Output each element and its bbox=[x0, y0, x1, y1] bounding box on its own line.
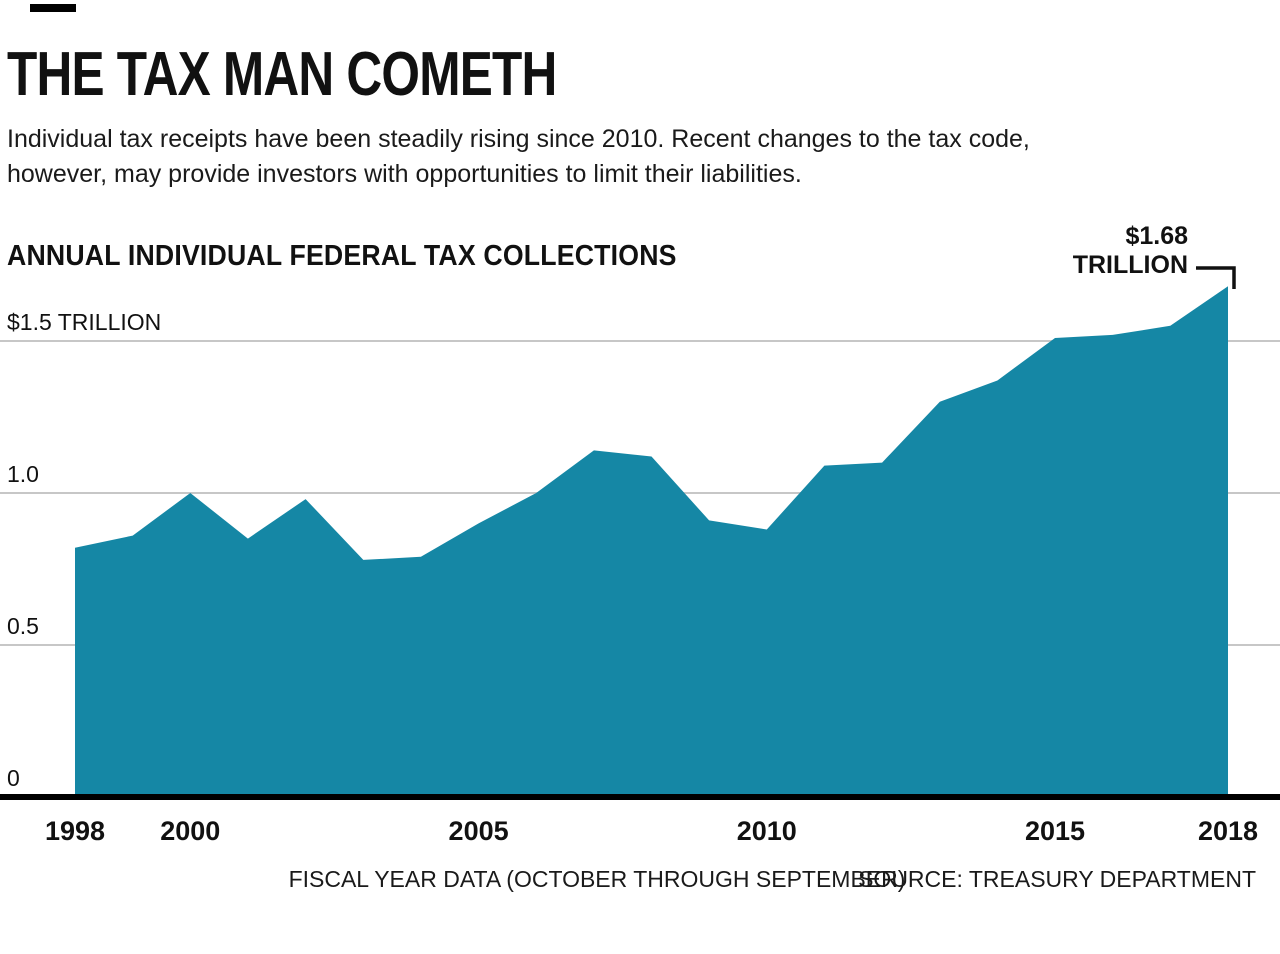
page-subtitle: Individual tax receipts have been steadi… bbox=[7, 122, 1030, 191]
peak-annotation: $1.68 TRILLION bbox=[1073, 222, 1188, 280]
x-axis-tick-label: 2010 bbox=[736, 816, 797, 846]
x-axis-tick-label: 2018 bbox=[1197, 816, 1259, 846]
x-axis-tick-label: 2005 bbox=[448, 816, 509, 846]
peak-annotation-value: $1.68 bbox=[1125, 222, 1188, 250]
y-axis-tick-label: $1.5 TRILLION bbox=[7, 309, 162, 335]
peak-annotation-unit: TRILLION bbox=[1072, 251, 1188, 279]
chart-heading: ANNUAL INDIVIDUAL FEDERAL TAX COLLECTION… bbox=[7, 240, 677, 272]
x-axis-baseline bbox=[0, 794, 1280, 800]
y-axis-tick-label: 0 bbox=[7, 765, 20, 791]
area-series-individual-tax-collections bbox=[75, 286, 1228, 797]
subtitle-line-1: Individual tax receipts have been steadi… bbox=[7, 125, 1030, 153]
gridline bbox=[0, 340, 1280, 342]
x-axis-tick-label: 1998 bbox=[44, 816, 106, 846]
x-axis-tick-label: 2015 bbox=[1024, 816, 1086, 846]
subtitle-line-2: however, may provide investors with oppo… bbox=[7, 159, 802, 188]
annotation-connector bbox=[1196, 266, 1236, 289]
y-axis-tick-label: 1.0 bbox=[7, 461, 39, 487]
y-axis-tick-label: 0.5 bbox=[7, 613, 39, 639]
footnote: FISCAL YEAR DATA (OCTOBER THROUGH SEPTEM… bbox=[288, 866, 906, 892]
top-accent-bar bbox=[30, 4, 76, 12]
page-title: THE TAX MAN COMETH bbox=[7, 40, 557, 109]
x-axis-tick-label: 2000 bbox=[160, 816, 221, 846]
source-credit: SOURCE: TREASURY DEPARTMENT bbox=[858, 866, 1256, 892]
